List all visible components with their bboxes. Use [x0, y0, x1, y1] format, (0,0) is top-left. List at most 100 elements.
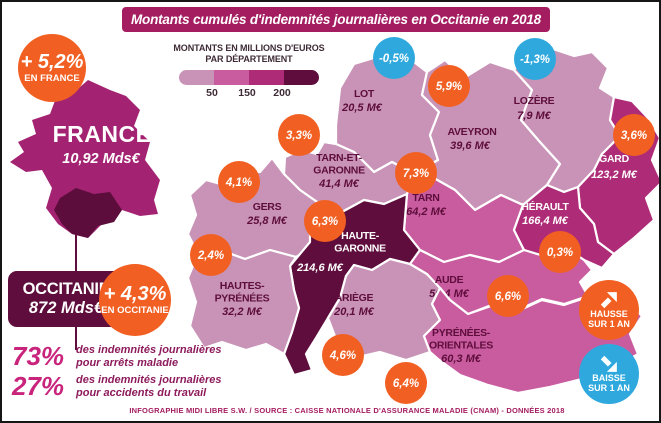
trend-up-circle	[539, 231, 581, 273]
trend-badge-ariege: 4,6%	[322, 334, 364, 376]
trend-pct-ariege: 4,6%	[329, 350, 356, 362]
department-value-herault: 166,4 M€	[522, 215, 569, 227]
trend-up-circle	[395, 152, 437, 194]
department-name-aveyron: AVEYRON	[447, 126, 496, 138]
department-name-haute-garonne: HAUTE-	[341, 230, 380, 242]
department-name-lozere: LOZÈRE	[514, 94, 555, 107]
occitanie-trend-pct: + 4,3%	[103, 282, 167, 305]
trend-up-circle	[278, 114, 320, 156]
department-name-gard: GARD	[599, 153, 629, 165]
trend-badge-haute-garonne: 6,3%	[304, 200, 346, 242]
department-name-pyrenees-orientales: PYRÉNÉES-	[432, 326, 491, 339]
department-name-tarn: TARN	[412, 192, 439, 204]
department-name-hautes-pyrenees: PYRÉNÉES	[215, 292, 270, 305]
source-credit: INFOGRAPHIE MIDI LIBRE S.W. / SOURCE : C…	[129, 406, 565, 415]
trend-pct-gard: 3,6%	[621, 130, 647, 142]
department-value-aveyron: 39,6 M€	[450, 140, 491, 152]
hausse-label-line1: HAUSSE	[590, 309, 628, 320]
france-trend-label: EN FRANCE	[24, 72, 80, 84]
stat-accidents-line2: pour accidents du travail	[76, 386, 207, 399]
stats-block: 73% des indemnités journalières pour arr…	[12, 343, 222, 404]
trend-badge-gard: 3,6%	[613, 114, 655, 156]
department-name-pyrenees-orientales: ORIENTALES	[429, 340, 493, 352]
department-lot[interactable]: LOT 20,5 M€	[334, 55, 441, 176]
trend-up-circle	[304, 200, 346, 242]
department-name-haute-garonne: GARONNE	[334, 243, 386, 255]
arrow-up-right-icon	[600, 292, 617, 309]
department-name-gers: GERS	[253, 201, 282, 213]
baisse-key-badge: BAISSE SUR 1 AN	[579, 344, 639, 404]
trend-pct-aveyron: 5,9%	[436, 81, 462, 93]
trend-up-circle	[385, 362, 427, 404]
arrow-down-right-icon	[600, 355, 617, 372]
department-name-ariege: ARIÈGE	[335, 291, 374, 304]
hausse-key-badge: HAUSSE SUR 1 AN	[579, 280, 639, 340]
department-name-herault: HÉRAULT	[521, 200, 569, 213]
france-label: FRANCE	[53, 121, 152, 147]
baisse-label-line2: SUR 1 AN	[588, 383, 630, 393]
trend-pct-aude: 6,6%	[495, 291, 521, 303]
trend-badge-herault: 0,3%	[539, 231, 581, 273]
trend-badge-lot: -0,5%	[373, 37, 415, 79]
department-value-ariege: 20,1 M€	[333, 306, 375, 318]
hausse-label-line2: SUR 1 AN	[588, 319, 630, 329]
legend-color-scale	[179, 69, 319, 85]
occitanie-trend-label: EN OCCITANIE	[101, 304, 169, 316]
trend-pct-lozere: -1,3%	[520, 54, 550, 66]
france-inset-map: FRANCE 10,92 Mds€	[10, 80, 160, 238]
trend-badge-hautes-pyrenees: 2,4%	[190, 234, 232, 276]
trend-badge-tarn: 7,3%	[395, 152, 437, 194]
department-herault[interactable]: HÉRAULT 166,4 M€	[512, 183, 616, 270]
trend-badge-aude: 6,6%	[487, 275, 529, 317]
department-shape-hautes-pyrenees[interactable]	[186, 248, 301, 356]
department-name-tarn-et-garonne: TARN-ET-	[316, 152, 363, 164]
france-shape	[10, 80, 160, 238]
france-trend-badge: + 5,2% EN FRANCE	[18, 34, 86, 102]
trend-up-circle	[613, 114, 655, 156]
department-value-lozere: 7,9 M€	[517, 110, 552, 122]
france-trend-pct: + 5,2%	[20, 50, 84, 73]
trend-pct-hautes-pyrenees: 2,4%	[197, 250, 224, 262]
legend-title-line1: MONTANTS EN MILLIONS D'EUROS	[173, 43, 325, 53]
trend-badge-gers: 4,1%	[218, 161, 260, 203]
stat-accidents-line1: des indemnités journalières	[76, 374, 222, 387]
legend-swatch-3	[249, 69, 284, 85]
trend-up-circle	[190, 234, 232, 276]
legend-tick-150: 150	[238, 86, 256, 99]
department-value-gard: 123,2 M€	[591, 169, 638, 181]
legend-tick-50: 50	[206, 86, 218, 99]
department-value-gers: 25,8 M€	[246, 215, 288, 227]
department-name-hautes-pyrenees: HAUTES-	[220, 280, 265, 292]
trend-up-circle	[218, 161, 260, 203]
occitanie-region-shape[interactable]	[54, 188, 122, 238]
legend-swatch-2	[214, 69, 249, 85]
trend-down-circle	[514, 38, 556, 80]
occitanie-value: 872 Mds€	[28, 299, 104, 317]
trend-up-circle	[428, 65, 470, 107]
occitanie-label: OCCITANIE	[22, 280, 110, 298]
trend-badge-aveyron: 5,9%	[428, 65, 470, 107]
stat-accidents: 27% des indemnités journalières pour acc…	[12, 373, 222, 399]
trend-pct-herault: 0,3%	[547, 247, 573, 259]
stat-maladie-text: des indemnités journalières pour arrêts …	[76, 343, 222, 369]
stat-maladie-line1: des indemnités journalières	[76, 344, 222, 356]
trend-up-circle	[322, 334, 364, 376]
trend-pct-tarn: 7,3%	[403, 168, 429, 180]
trend-pct-pyrenees-orientales: 6,4%	[393, 378, 419, 390]
stat-accidents-pct: 27%	[12, 371, 65, 402]
legend-swatch-4	[284, 69, 319, 85]
department-value-tarn-et-garonne: 41,4 M€	[318, 178, 360, 190]
trend-down-circle	[373, 37, 415, 79]
trend-badge-tarn-et-garonne: 3,3%	[278, 114, 320, 156]
department-name-tarn-et-garonne: GARONNE	[313, 165, 365, 177]
legend-swatch-1	[179, 69, 214, 85]
legend-title: MONTANTS EN MILLIONS D'EUROS PAR DÉPARTE…	[166, 43, 332, 65]
legend-ticks: 50 150 200	[166, 87, 332, 99]
department-lozere[interactable]: LOZÈRE 7,9 M€	[512, 46, 622, 194]
trend-pct-tarn-et-garonne: 3,3%	[286, 130, 312, 142]
trend-pct-gers: 4,1%	[225, 177, 252, 189]
legend: MONTANTS EN MILLIONS D'EUROS PAR DÉPARTE…	[166, 43, 332, 99]
trend-pct-haute-garonne: 6,3%	[312, 216, 338, 228]
